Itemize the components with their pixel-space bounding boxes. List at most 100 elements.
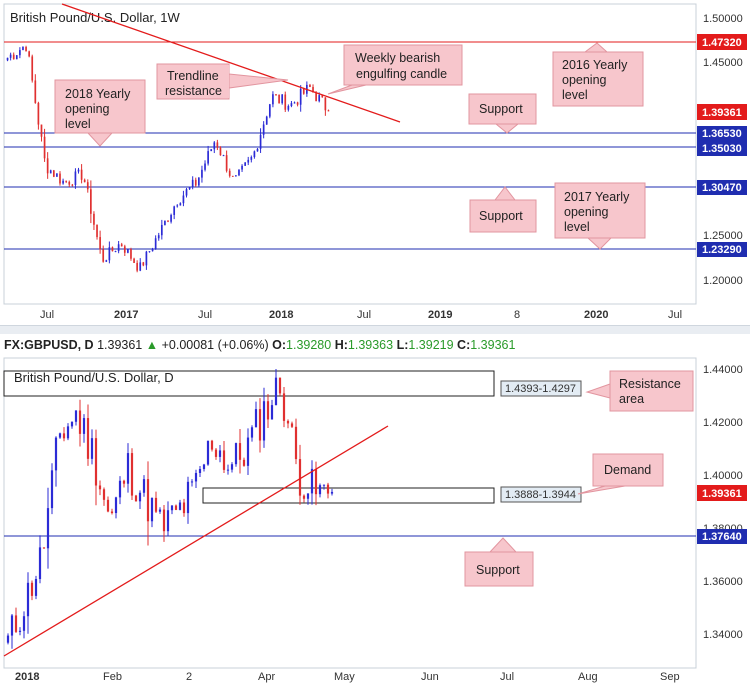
candle-body	[179, 203, 182, 206]
wk-xtick: 2017	[114, 309, 138, 321]
zone-tag-resistance: 1.4393-1.4297	[500, 380, 582, 397]
candle-body	[111, 247, 114, 252]
candle-body	[71, 184, 74, 186]
candle-body	[157, 235, 160, 239]
candle-body	[42, 547, 46, 549]
d-xtick: May	[334, 671, 355, 683]
candle-body	[148, 251, 151, 253]
candle-body	[246, 437, 250, 466]
candle-body	[98, 485, 102, 490]
candle-body	[176, 205, 179, 207]
candle-body	[106, 499, 110, 512]
candle-body	[133, 258, 135, 263]
svg-text:level: level	[562, 88, 588, 102]
tag-price-daily: 1.39361	[697, 485, 747, 501]
candle-body	[62, 180, 64, 184]
callout-weekly-bearish-engulfing: Weekly bearish engulfing candle	[327, 44, 463, 95]
weekly-trendline[interactable]	[61, 3, 401, 123]
candle-body	[268, 104, 271, 117]
candle-body	[194, 472, 198, 482]
daily-trendline[interactable]	[3, 425, 389, 657]
wk-xtick: 2020	[584, 309, 608, 321]
zone-resistance-area[interactable]	[3, 370, 495, 397]
daily-plot-area[interactable]	[3, 357, 697, 669]
svg-text:Trendline: Trendline	[167, 69, 219, 83]
candle-body	[298, 459, 302, 496]
candle-body	[162, 509, 166, 532]
candle-body	[96, 224, 98, 238]
weekly-chart-panel[interactable]: British Pound/U.S. Dollar, 1W Trendline …	[0, 0, 750, 326]
svg-text:Resistance: Resistance	[619, 377, 681, 391]
d-xtick: Aug	[578, 671, 598, 683]
candle-body	[37, 102, 40, 125]
d-xtick: Jul	[500, 671, 514, 683]
candle-body	[142, 479, 146, 493]
candle-body	[281, 94, 284, 104]
candle-body	[70, 421, 74, 427]
svg-text:1.47320: 1.47320	[702, 37, 742, 49]
callout-support-upper: Support	[468, 93, 537, 134]
candle-body	[282, 393, 286, 421]
svg-text:1.4393-1.4297: 1.4393-1.4297	[505, 383, 576, 395]
weekly-chart[interactable]: British Pound/U.S. Dollar, 1W Trendline …	[0, 0, 750, 325]
candle-body	[222, 450, 226, 470]
candle-body	[173, 206, 176, 215]
candle-body	[296, 102, 299, 105]
candle-body	[190, 481, 194, 483]
svg-text:1.39361: 1.39361	[702, 107, 742, 119]
candle-body	[56, 173, 58, 177]
candle-body	[174, 505, 178, 510]
svg-text:1.30470: 1.30470	[702, 182, 742, 194]
candle-body	[138, 492, 142, 502]
candle-body	[164, 220, 166, 225]
candle-body	[28, 51, 30, 57]
weekly-title: British Pound/U.S. Dollar, 1W	[10, 10, 181, 25]
candle-body	[14, 615, 18, 632]
candle-body	[302, 88, 305, 94]
callout-2017-yearly-opening: 2017 Yearly opening level	[554, 182, 646, 250]
candle-body	[12, 54, 15, 60]
svg-text:opening: opening	[564, 205, 609, 219]
tag-1-37640: 1.37640	[697, 529, 747, 544]
candle-body	[82, 418, 86, 434]
candle-body	[213, 142, 216, 150]
d-ytick: 1.44000	[703, 364, 743, 376]
candle-body	[105, 260, 108, 262]
candle-body	[238, 443, 242, 460]
candle-body	[275, 94, 277, 96]
candle-body	[142, 262, 145, 266]
candle-body	[253, 151, 256, 158]
candle-body	[247, 159, 250, 163]
daily-chart-panel[interactable]: British Pound/U.S. Dollar, D 1.4393-1.42…	[0, 334, 750, 684]
daily-chart[interactable]: British Pound/U.S. Dollar, D 1.4393-1.42…	[0, 334, 750, 684]
low-value: 1.39219	[408, 338, 454, 352]
svg-text:engulfing candle: engulfing candle	[356, 67, 447, 81]
candle-body	[25, 47, 27, 52]
candle-body	[206, 440, 210, 465]
candle-body	[218, 450, 222, 457]
candle-body	[108, 247, 111, 261]
d-ytick: 1.42000	[703, 417, 743, 429]
svg-text:opening: opening	[562, 73, 607, 87]
svg-text:level: level	[65, 117, 91, 131]
candle-body	[204, 163, 206, 170]
zone-demand[interactable]	[202, 487, 495, 504]
candle-body	[74, 410, 78, 422]
candle-body	[86, 182, 89, 190]
candle-body	[114, 497, 118, 514]
tag-1-35030: 1.35030	[697, 141, 747, 156]
candle-body	[299, 88, 302, 105]
wk-ytick: 1.50000	[703, 13, 743, 25]
candle-body	[228, 170, 231, 176]
candle-body	[83, 179, 86, 183]
wk-ytick: 1.45000	[703, 57, 743, 69]
candle-body	[222, 155, 225, 157]
candle-body	[262, 401, 266, 441]
candle-body	[123, 246, 126, 253]
candle-body	[118, 480, 122, 498]
d-xtick: 2018	[15, 671, 39, 683]
candle-body	[170, 505, 174, 511]
candle-body	[18, 630, 22, 632]
candle-body	[154, 238, 157, 249]
candle-body	[256, 148, 259, 152]
